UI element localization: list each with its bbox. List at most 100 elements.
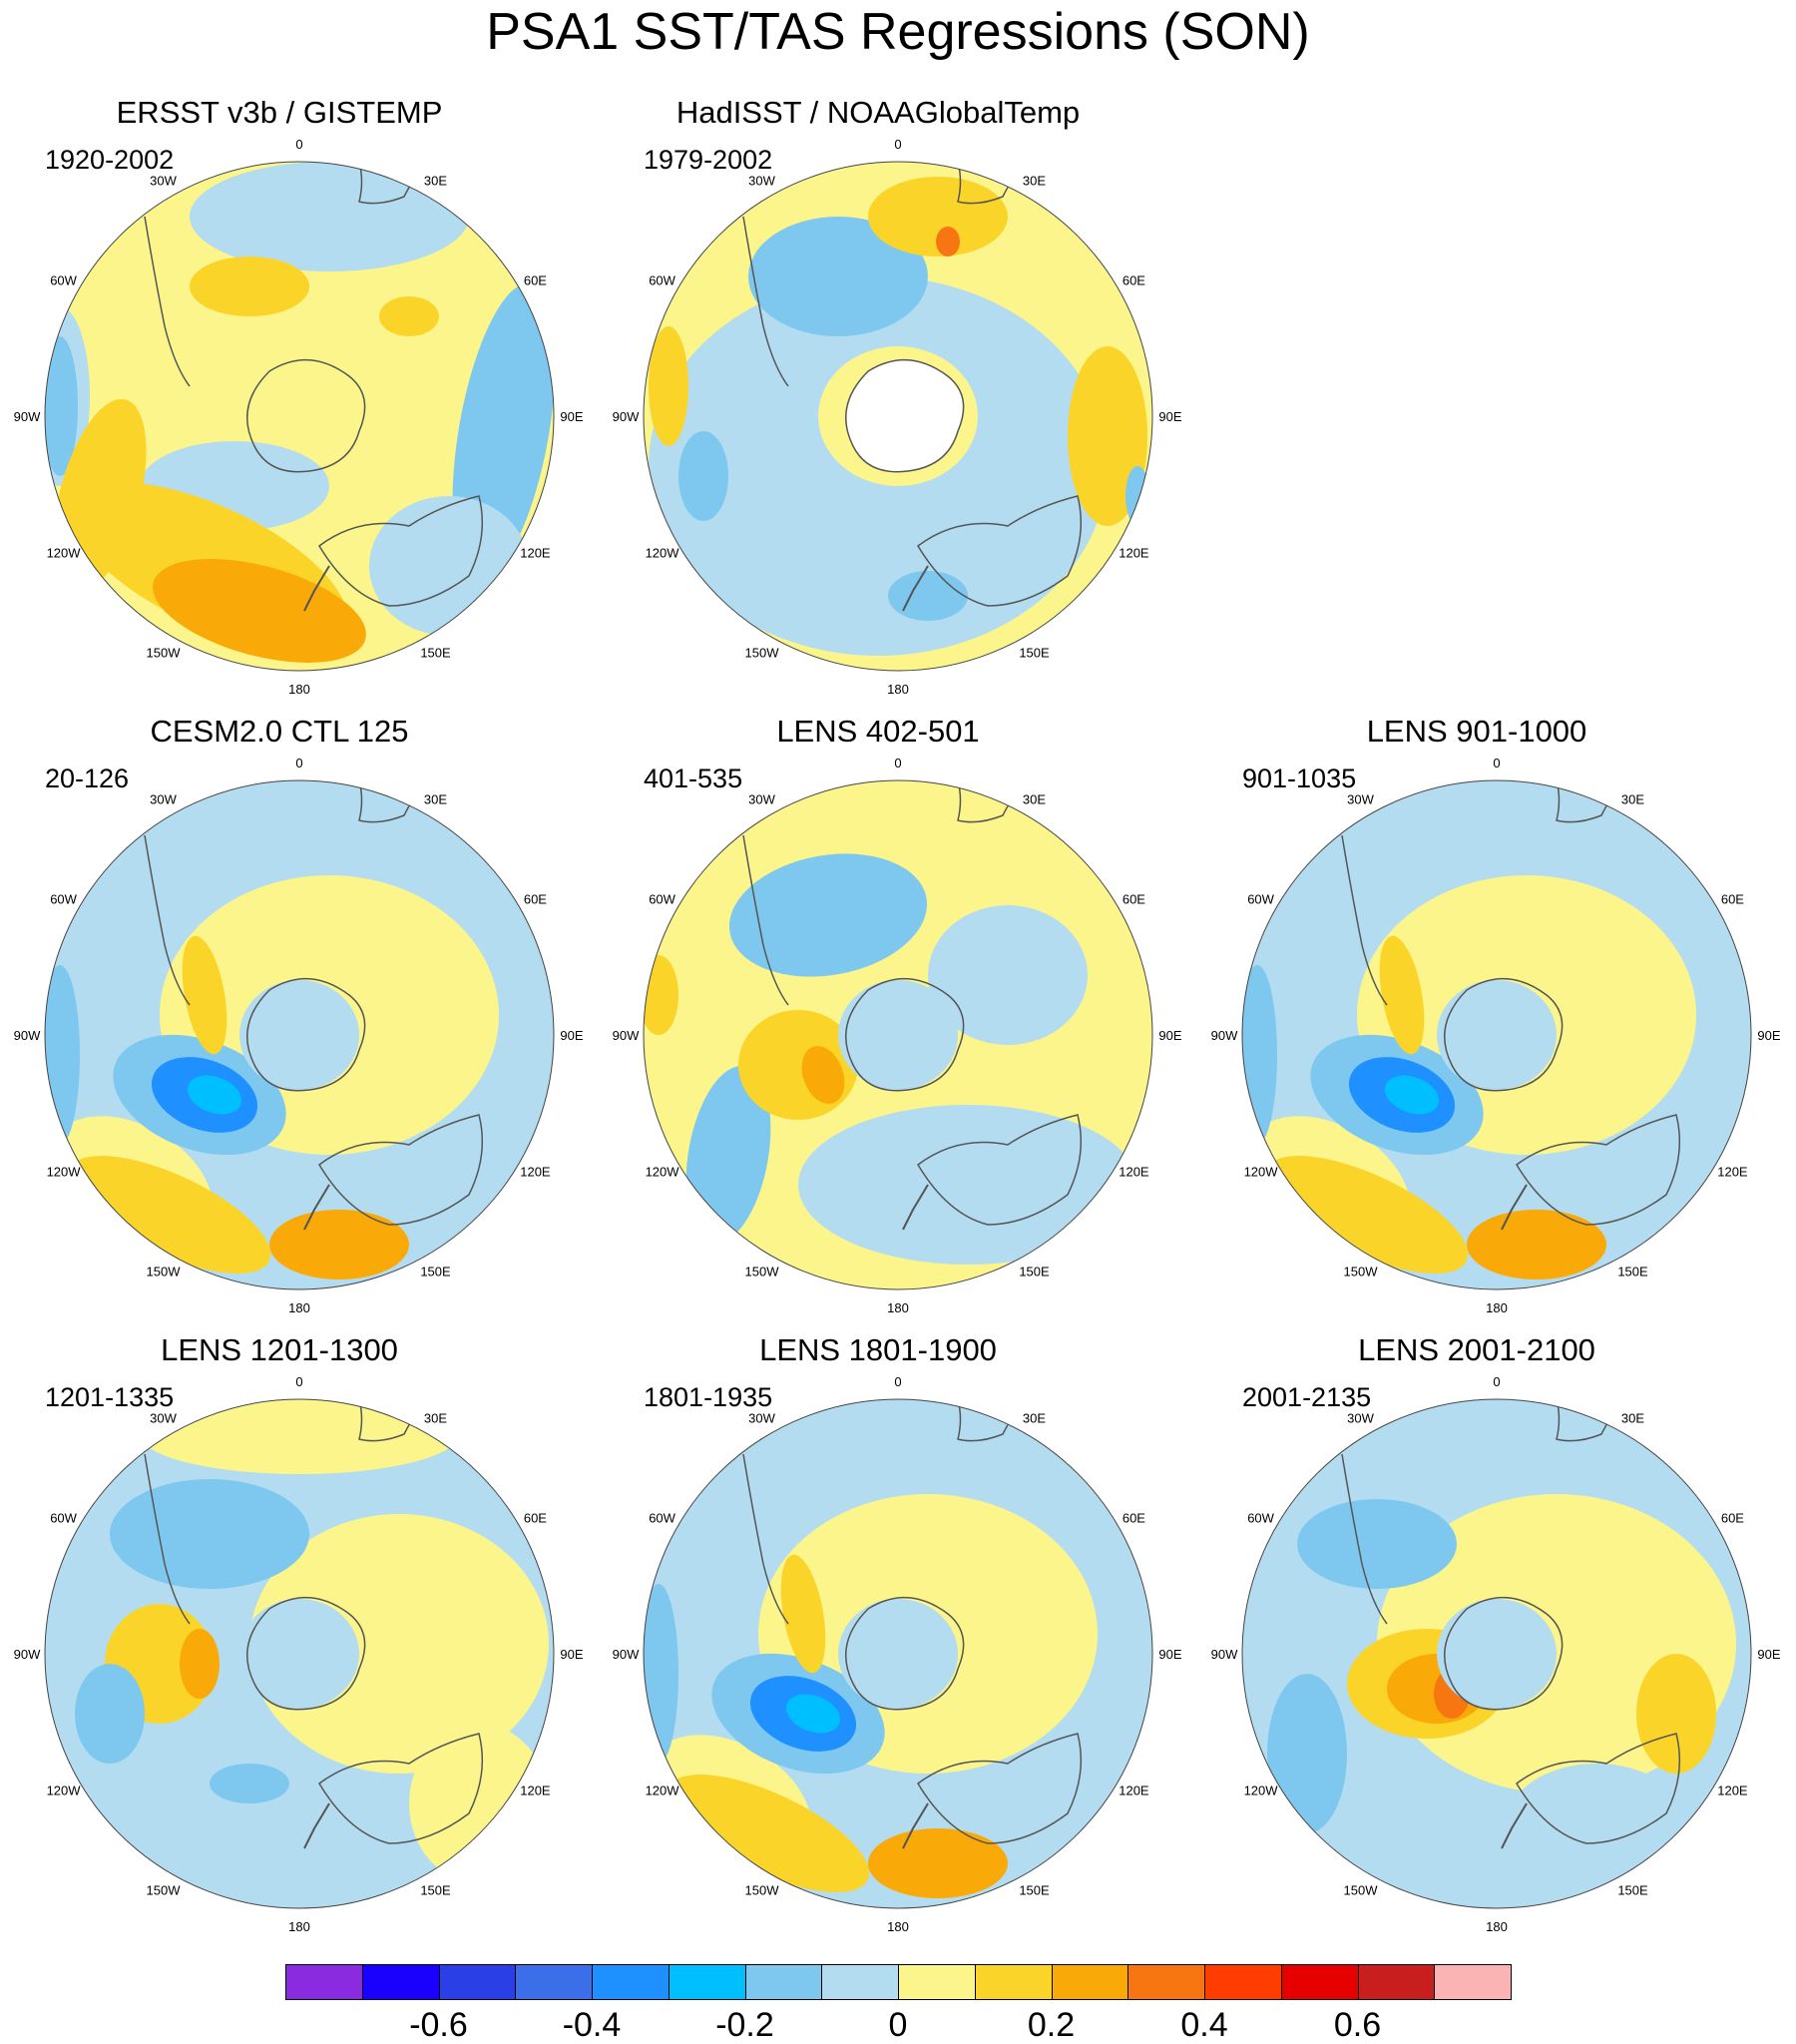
australia-coastline xyxy=(917,1733,1083,1844)
anomaly-region xyxy=(780,1554,826,1674)
anomaly-region xyxy=(649,326,688,446)
longitude-label: 30E xyxy=(424,174,447,189)
longitude-label: 150W xyxy=(1344,1264,1379,1278)
colorbar-swatch xyxy=(744,1964,823,2000)
anomaly-region xyxy=(249,1514,549,1774)
longitude-label: 150E xyxy=(1617,1882,1648,1897)
anomaly-region xyxy=(1265,1156,1469,1274)
longitude-label: 60E xyxy=(1122,892,1145,907)
colorbar-swatch xyxy=(438,1964,517,2000)
longitude-label: 180 xyxy=(288,1919,310,1934)
longitude-label: 0 xyxy=(894,756,901,770)
anomaly-region xyxy=(153,559,366,663)
colorbar-swatch xyxy=(592,1964,670,2000)
map-panel-lens-2001: LENS 2001-2100 2001-2135 0 30E 60E 90E 120E 1… xyxy=(1197,1332,1796,1951)
polar-map: 0 30E 60E 90E 120E 150E 180 150W 120W 90W 60W 30W xyxy=(613,137,1182,697)
longitude-label: 120E xyxy=(1119,546,1149,561)
colorbar-swatch xyxy=(1434,1964,1512,2000)
map-panel-lens-1801: LENS 1801-1900 1801-1935 0 30E 60E 90E 120E 1… xyxy=(599,1332,1197,1951)
colorbar-swatch xyxy=(974,1964,1053,2000)
colorbar-swatch xyxy=(1127,1964,1205,2000)
longitude-label: 0 xyxy=(894,1374,901,1389)
polar-map: 0 30E 60E 90E 120E 150E 180 150W 120W 90W 60W 30W xyxy=(14,137,584,697)
panel-title: LENS 901-1000 xyxy=(1366,714,1587,749)
panel-title: LENS 1801-1900 xyxy=(759,1332,997,1367)
longitude-label: 90E xyxy=(1158,1028,1181,1043)
longitude-label: 0 xyxy=(295,756,302,770)
map-border xyxy=(1241,779,1752,1290)
polar-map: 0 30E 60E 90E 120E 150E 180 150W 120W 90W 60W 30W xyxy=(14,756,584,1315)
map-panel-ersst-gistemp: ERSST v3b / GISTEMP 1920-2002 0 30E 60E 90E… xyxy=(0,95,599,714)
anomaly-region xyxy=(1437,980,1557,1090)
longitude-label: 90E xyxy=(1158,409,1181,424)
longitude-label: 120W xyxy=(646,1784,680,1798)
longitude-label: 30E xyxy=(424,792,447,807)
anomaly-region xyxy=(1297,1499,1457,1589)
south-america-coastline xyxy=(1341,1453,1388,1625)
longitude-label: 60W xyxy=(649,273,675,288)
new-zealand-coastline xyxy=(303,565,330,612)
longitude-label: 30E xyxy=(1621,1411,1644,1426)
panel-title: HadISST / NOAAGlobalTemp xyxy=(675,95,1081,130)
australia-coastline xyxy=(1516,1114,1681,1226)
map-field xyxy=(1242,1399,1751,1908)
anomaly-region xyxy=(190,162,469,271)
anomaly-region xyxy=(239,980,359,1090)
map-field xyxy=(45,780,554,1289)
anomaly-region xyxy=(936,227,960,256)
map-border xyxy=(1241,1398,1752,1909)
anomaly-region xyxy=(210,1764,289,1803)
longitude-label: 180 xyxy=(1486,1919,1508,1934)
longitude-label: 60E xyxy=(524,273,547,288)
anomaly-region xyxy=(75,1664,145,1764)
longitude-label: 0 xyxy=(1493,1374,1500,1389)
colorbar-tick-label: 0.2 xyxy=(1027,2006,1076,2044)
longitude-label: 60W xyxy=(649,892,675,907)
colorbar-tick-label: -0.6 xyxy=(409,2006,468,2044)
australia-coastline xyxy=(917,1114,1083,1226)
australia-coastline xyxy=(318,1733,484,1844)
panel-title: CESM2.0 CTL 125 xyxy=(150,714,409,749)
anomaly-region xyxy=(409,1724,549,1883)
antarctica-coastline xyxy=(845,1597,965,1711)
panel-period: 20-126 xyxy=(45,764,130,793)
longitude-label: 120E xyxy=(520,1784,551,1798)
longitude-label: 30W xyxy=(150,174,177,189)
longitude-label: 90W xyxy=(613,409,640,424)
australia-coastline xyxy=(1516,1733,1681,1844)
longitude-label: 90E xyxy=(560,1647,583,1662)
longitude-label: 120E xyxy=(520,546,551,561)
colorbar-swatch xyxy=(361,1964,440,2000)
panel-period: 1801-1935 xyxy=(644,1382,773,1412)
antarctica-coastline xyxy=(845,978,965,1092)
longitude-label: 0 xyxy=(1493,756,1500,770)
panel-title: LENS 2001-2100 xyxy=(1358,1332,1595,1367)
longitude-label: 60E xyxy=(1122,1511,1145,1526)
longitude-label: 90W xyxy=(14,409,41,424)
longitude-label: 150W xyxy=(745,1882,780,1897)
anomaly-region xyxy=(888,571,968,621)
map-panel-cesm2-ctl: CESM2.0 CTL 125 20-126 0 30E 60E 90E 120E 150… xyxy=(0,714,599,1332)
new-zealand-coastline xyxy=(1501,1184,1528,1231)
anomaly-region xyxy=(667,1775,870,1892)
map-border xyxy=(643,1398,1153,1909)
longitude-label: 120E xyxy=(1119,1165,1149,1180)
anomaly-region xyxy=(1437,1599,1557,1709)
map-field xyxy=(45,1399,554,1908)
anomaly-region xyxy=(190,256,309,316)
anomaly-region xyxy=(748,217,928,336)
longitude-label: 150W xyxy=(745,645,780,660)
map-panel-hadisst-noaa: HadISST / NOAAGlobalTemp 1979-2002 0 30E 6… xyxy=(599,95,1197,714)
anomaly-region xyxy=(728,853,928,977)
longitude-label: 30E xyxy=(1023,174,1046,189)
longitude-label: 180 xyxy=(288,1300,310,1315)
longitude-label: 60E xyxy=(524,892,547,907)
panel-title: LENS 1201-1300 xyxy=(161,1332,398,1367)
longitude-label: 90W xyxy=(1211,1647,1238,1662)
longitude-label: 90E xyxy=(1757,1647,1780,1662)
longitude-label: 120W xyxy=(646,1165,680,1180)
longitude-label: 180 xyxy=(887,1919,909,1934)
anomaly-region xyxy=(269,1210,409,1279)
longitude-label: 0 xyxy=(295,137,302,152)
longitude-label: 150W xyxy=(745,1264,780,1278)
